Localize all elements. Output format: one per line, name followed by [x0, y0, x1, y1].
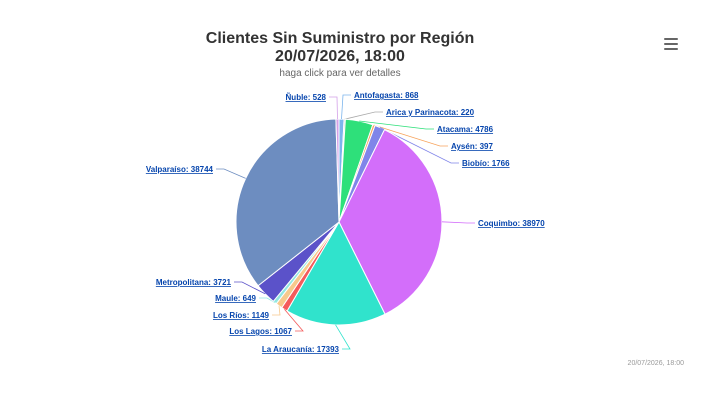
- pie-slice-7[interactable]: [286, 220, 386, 326]
- connector-line-7: [335, 324, 351, 350]
- slice-label-4[interactable]: Aysén: 397: [451, 142, 494, 151]
- pie-slice-12[interactable]: [235, 118, 340, 287]
- chart-subtitle: haga click para ver detalles: [279, 68, 401, 79]
- chart-title-line2: 20/07/2026, 18:00: [275, 48, 405, 65]
- pie-slice-6[interactable]: [338, 128, 443, 315]
- pie-slice-13[interactable]: [335, 118, 340, 223]
- connector-line-13: [329, 96, 338, 120]
- hamburger-menu-icon[interactable]: [664, 38, 678, 50]
- slice-label-6[interactable]: Coquimbo: 38970: [478, 219, 545, 228]
- slice-label-11[interactable]: Metropolitana: 3721: [156, 278, 232, 287]
- slice-label-9[interactable]: Los Ríos: 1149: [213, 311, 270, 320]
- connector-line-6: [441, 221, 475, 224]
- slice-label-1[interactable]: Antofagasta: 868: [354, 91, 419, 100]
- slice-label-7[interactable]: La Araucanía: 17393: [262, 345, 340, 354]
- connector-line-5: [379, 127, 459, 164]
- connector-line-9: [272, 305, 281, 316]
- slice-label-8[interactable]: Los Lagos: 1067: [229, 327, 292, 336]
- connector-line-1: [341, 94, 351, 120]
- slice-label-2[interactable]: Arica y Parinacota: 220: [386, 108, 475, 117]
- connector-line-3: [359, 120, 434, 130]
- slice-label-10[interactable]: Maule: 649: [215, 294, 256, 303]
- chart-title-line1: Clientes Sin Suministro por Región: [205, 30, 475, 47]
- connector-line-11: [234, 281, 266, 295]
- slice-label-3[interactable]: Atacama: 4786: [437, 125, 494, 134]
- connector-line-4: [373, 124, 448, 147]
- slice-label-5[interactable]: Biobío: 1766: [462, 159, 510, 168]
- slice-label-12[interactable]: Valparaíso: 38744: [146, 165, 214, 174]
- slice-label-13[interactable]: Ñuble: 528: [286, 93, 327, 102]
- footer-timestamp: 20/07/2026, 18:00: [627, 360, 684, 367]
- connector-line-12: [216, 168, 246, 179]
- connector-line-8: [284, 309, 304, 332]
- connector-line-2: [344, 111, 383, 120]
